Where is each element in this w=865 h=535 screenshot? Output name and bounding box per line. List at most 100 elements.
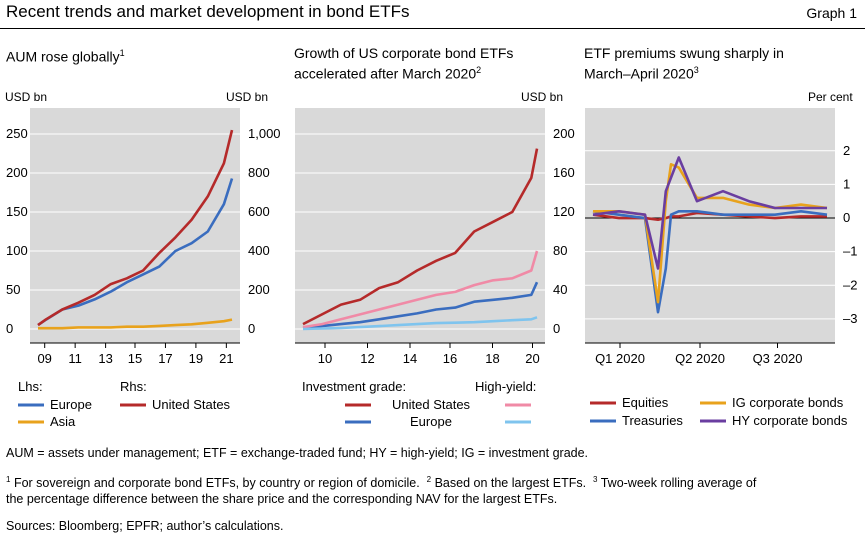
legend-europe: Europe <box>50 397 92 412</box>
y-tick-label-left: 0 <box>6 321 13 336</box>
sources: Sources: Bloomberg; EPFR; author’s calcu… <box>6 519 284 533</box>
series-line-hy-corporate-bonds <box>592 156 827 270</box>
x-tick-label: 21 <box>219 351 233 366</box>
panel2-plot-area <box>295 108 545 343</box>
x-tick-label: 14 <box>403 351 417 366</box>
panel1-title-sup: 1 <box>119 48 125 58</box>
graph-number: Graph 1 <box>806 5 857 21</box>
x-tick-label: Q3 2020 <box>753 351 803 366</box>
series-line-united-states <box>37 129 234 327</box>
panel1-right-unit: USD bn <box>226 90 268 104</box>
panel1-legend-lhs-label: Lhs: <box>18 379 43 394</box>
x-tick-label: 16 <box>443 351 457 366</box>
x-tick-label: 18 <box>485 351 499 366</box>
x-tick-label: Q1 2020 <box>595 351 645 366</box>
x-tick-label: 17 <box>158 351 172 366</box>
y-tick-label-right: 0 <box>843 210 850 225</box>
series-line-europe-investment-grade- <box>302 281 539 330</box>
footnote-abbreviations: AUM = assets under management; ETF = exc… <box>6 446 589 460</box>
panel1-left-unit: USD bn <box>5 90 47 104</box>
footnote-2-num: 2 <box>426 475 432 484</box>
legend-hy-header: High-yield: <box>475 379 537 394</box>
y-tick-label-left: 50 <box>6 282 20 297</box>
legend-swatches <box>18 401 726 424</box>
panel3-plot-area <box>585 108 835 343</box>
panel2-series <box>302 148 539 331</box>
x-tick-label: 11 <box>68 351 82 366</box>
legend-equities: Equities <box>622 395 669 410</box>
y-tick-label-right: 200 <box>553 126 575 141</box>
y-tick-label-right: –2 <box>843 277 857 292</box>
y-tick-label-right: 0 <box>553 321 560 336</box>
panel3-title-sup: 3 <box>693 65 699 75</box>
footnote-1: For sovereign and corporate bond ETFs, b… <box>13 476 420 491</box>
y-tick-label-left: 100 <box>6 243 28 258</box>
footnote-3-num: 3 <box>593 475 598 484</box>
y-tick-label-right: 1 <box>843 176 850 191</box>
panel3-unit: Per cent <box>808 90 853 104</box>
x-tick-label: 10 <box>318 351 332 366</box>
y-tick-label-right: 200 <box>248 282 270 297</box>
panel2-title-sup: 2 <box>476 65 482 75</box>
legend-ig: IG corporate bonds <box>732 395 844 410</box>
y-tick-label-right: 600 <box>248 204 270 219</box>
x-tick-label: 09 <box>37 351 51 366</box>
legend-ig-header: Investment grade: <box>302 379 407 394</box>
y-tick-label-right: –1 <box>843 244 857 259</box>
y-tick-label-right: 120 <box>553 204 575 219</box>
panel2-gridlines <box>295 133 545 330</box>
panel2-title-line2: accelerated after March 2020 <box>294 65 477 82</box>
panel1-plot-area <box>30 108 240 343</box>
legend-hy: HY corporate bonds <box>732 413 848 428</box>
series-line-europe-high-yield- <box>302 316 538 331</box>
legend-treasuries: Treasuries <box>622 413 683 428</box>
legend-p2-us: United States <box>392 397 471 412</box>
series-line-united-states-high-yield- <box>302 250 539 329</box>
y-tick-label-left: 200 <box>6 165 28 180</box>
y-tick-label-right: 80 <box>553 243 567 258</box>
footnote-2: Based on the largest ETFs. <box>434 476 587 491</box>
series-line-asia <box>38 318 233 330</box>
y-tick-label-right: 2 <box>843 143 850 158</box>
panel1-title-text: AUM rose globally <box>6 48 120 65</box>
panel1-tick-labels: 0 0 50 200 100 400 150 600 200 800 250 1,000 09 11 13 1… <box>6 126 281 366</box>
footnote-numbered: 1 For sovereign and corporate bond ETFs,… <box>6 475 861 490</box>
legend-asia: Asia <box>50 414 76 429</box>
panel2-title-line1: Growth of US corporate bond ETFs <box>294 45 514 61</box>
panel3-series <box>592 156 828 314</box>
title-rule <box>0 28 865 29</box>
panel3-title-line2: March–April 2020 <box>584 65 694 82</box>
panel1-legend-rhs-label: Rhs: <box>120 379 147 394</box>
y-tick-label-right: 1,000 <box>248 126 281 141</box>
footnote-1-num: 1 <box>6 475 11 484</box>
y-tick-label-right: 40 <box>553 282 567 297</box>
footnote-3b: the percentage difference between the sh… <box>6 492 558 506</box>
legend-p2-europe: Europe <box>410 414 452 429</box>
x-tick-label: 19 <box>189 351 203 366</box>
y-tick-label-right: 400 <box>248 243 270 258</box>
panel3-title-line1: ETF premiums swung sharply in <box>584 45 784 61</box>
x-tick-label: 20 <box>525 351 539 366</box>
panel2-tick-labels: 0 40 80 120 160 200 10 12 14 16 18 20 <box>295 126 575 366</box>
footnote-3a: Two-week rolling average of <box>600 476 757 491</box>
y-tick-label-left: 250 <box>6 126 28 141</box>
x-tick-label: 13 <box>98 351 112 366</box>
x-tick-label: 15 <box>128 351 142 366</box>
panel1-series <box>37 129 234 330</box>
x-tick-label: Q2 2020 <box>675 351 725 366</box>
legend-us: United States <box>152 397 231 412</box>
y-tick-label-right: 800 <box>248 165 270 180</box>
y-tick-label-right: 160 <box>553 165 575 180</box>
y-tick-label-right: –3 <box>843 311 857 326</box>
graph-title: Recent trends and market development in … <box>6 2 410 21</box>
panel1-title: AUM rose globally1 <box>6 45 125 66</box>
panel3-tick-labels: –3 –2 –1 0 1 2 Q1 2020 Q2 2020 Q3 2020 <box>585 143 857 366</box>
panel2-title: Growth of US corporate bond ETFs acceler… <box>294 45 513 83</box>
y-tick-label-right: 0 <box>248 321 255 336</box>
series-line-united-states-investment-grade- <box>302 148 539 326</box>
x-tick-label: 12 <box>360 351 374 366</box>
panel2-unit: USD bn <box>521 90 563 104</box>
panel3-title: ETF premiums swung sharply in March–Apri… <box>584 45 784 83</box>
y-tick-label-left: 150 <box>6 204 28 219</box>
